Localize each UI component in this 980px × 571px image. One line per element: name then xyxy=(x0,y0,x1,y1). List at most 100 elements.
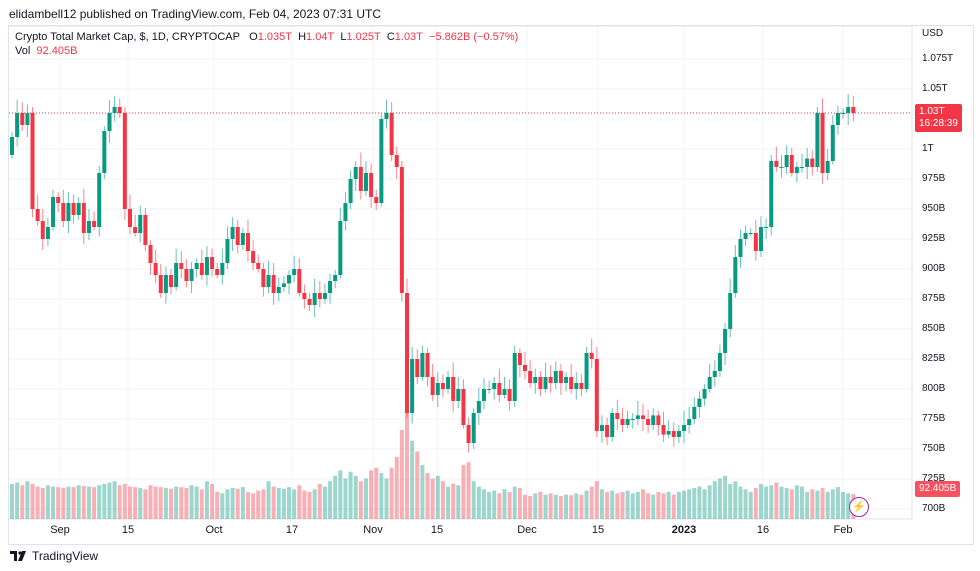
currency-label: USD xyxy=(922,28,944,39)
candle xyxy=(97,173,102,227)
candlestick-chart[interactable] xyxy=(0,0,980,545)
candle xyxy=(20,113,25,125)
price-tick: 925B xyxy=(922,233,946,244)
time-tick: Oct xyxy=(205,524,223,536)
volume-bar xyxy=(789,489,794,519)
time-tick: Feb xyxy=(833,524,853,536)
volume-bar xyxy=(784,487,789,519)
candle xyxy=(605,425,610,437)
volume-bar xyxy=(163,487,168,519)
candle xyxy=(410,359,415,413)
volume-bar xyxy=(579,494,584,519)
candle xyxy=(297,269,302,293)
volume-bar xyxy=(389,467,394,519)
candle xyxy=(671,431,676,437)
time-tick: Sep xyxy=(50,524,70,536)
volume-bar xyxy=(322,486,327,519)
volume-bar xyxy=(815,490,820,519)
change-value: −5.862B (−0.57%) xyxy=(429,31,519,43)
volume-bar xyxy=(620,492,625,519)
tradingview-logo-icon xyxy=(10,551,26,561)
volume-bar xyxy=(384,478,389,519)
candle xyxy=(369,173,374,197)
volume-bar xyxy=(215,492,220,519)
volume-bar xyxy=(302,490,307,519)
price-tick: 800B xyxy=(922,383,946,394)
candle xyxy=(420,353,425,377)
volume-bar xyxy=(769,485,774,519)
candle xyxy=(122,113,127,209)
publisher-line: elidambell12 published on TradingView.co… xyxy=(9,7,382,21)
candle xyxy=(220,263,225,275)
symbol-name[interactable]: Crypto Total Market Cap, $, 1D, CRYPTOCA… xyxy=(15,31,240,43)
volume-value: 92.405B xyxy=(36,45,78,57)
volume-bar xyxy=(517,487,522,519)
volume-bar xyxy=(210,483,215,519)
candle xyxy=(841,113,846,114)
volume-bar xyxy=(66,486,71,519)
volume-bar xyxy=(846,493,851,519)
candle xyxy=(507,389,512,401)
tradingview-logo[interactable]: TradingView xyxy=(10,549,98,563)
volume-bar xyxy=(117,485,122,519)
candle xyxy=(610,413,615,437)
candle xyxy=(322,293,327,299)
volume-bar xyxy=(605,492,610,519)
candle xyxy=(430,377,435,395)
candle xyxy=(805,158,810,167)
candle xyxy=(312,293,317,305)
volume-bar xyxy=(15,482,20,519)
candle xyxy=(271,275,276,293)
volume-bar xyxy=(225,489,230,519)
volume-bar xyxy=(251,493,256,519)
lightning-icon[interactable]: ⚡ xyxy=(849,497,869,517)
volume-bar xyxy=(245,492,250,519)
candle xyxy=(307,299,312,305)
volume-bar xyxy=(723,475,728,519)
volume-bar xyxy=(507,492,512,519)
volume-bar xyxy=(312,489,317,519)
last-price-badge: 1.03T 16:28:39 xyxy=(915,104,962,132)
candle xyxy=(835,113,840,125)
candle xyxy=(194,263,199,269)
candle xyxy=(569,377,574,389)
candle xyxy=(758,227,763,251)
brand-name: TradingView xyxy=(32,549,99,563)
bar-countdown: 16:28:39 xyxy=(919,118,958,129)
candle xyxy=(707,377,712,389)
low-value: 1.025T xyxy=(346,31,381,43)
candle xyxy=(225,239,230,263)
time-tick: Dec xyxy=(517,524,537,536)
candle xyxy=(456,389,461,401)
candle xyxy=(184,269,189,281)
volume-bar xyxy=(461,465,466,519)
price-tick: 950B xyxy=(922,203,946,214)
candle xyxy=(384,113,389,119)
candle xyxy=(538,377,543,389)
volume-bar xyxy=(748,492,753,519)
candle xyxy=(230,227,235,239)
volume-bar xyxy=(405,400,410,519)
volume-bar xyxy=(676,492,681,519)
candle xyxy=(640,415,645,419)
candle xyxy=(676,431,681,437)
volume-bar xyxy=(343,478,348,519)
candle xyxy=(461,389,466,425)
candle xyxy=(502,389,507,395)
candle xyxy=(415,359,420,377)
candle xyxy=(251,251,256,263)
volume-bar xyxy=(45,485,50,519)
candle xyxy=(81,203,86,233)
volume-bar xyxy=(435,475,440,519)
volume-bar xyxy=(615,493,620,519)
volume-bar xyxy=(348,471,353,519)
volume-bar xyxy=(841,492,846,519)
candle xyxy=(784,155,789,167)
candle xyxy=(830,125,835,161)
candle xyxy=(825,161,830,173)
volume-bar xyxy=(805,492,810,519)
volume-bar xyxy=(743,489,748,519)
volume-bar xyxy=(420,465,425,519)
volume-bar xyxy=(523,494,527,519)
volume-bar xyxy=(333,475,338,519)
